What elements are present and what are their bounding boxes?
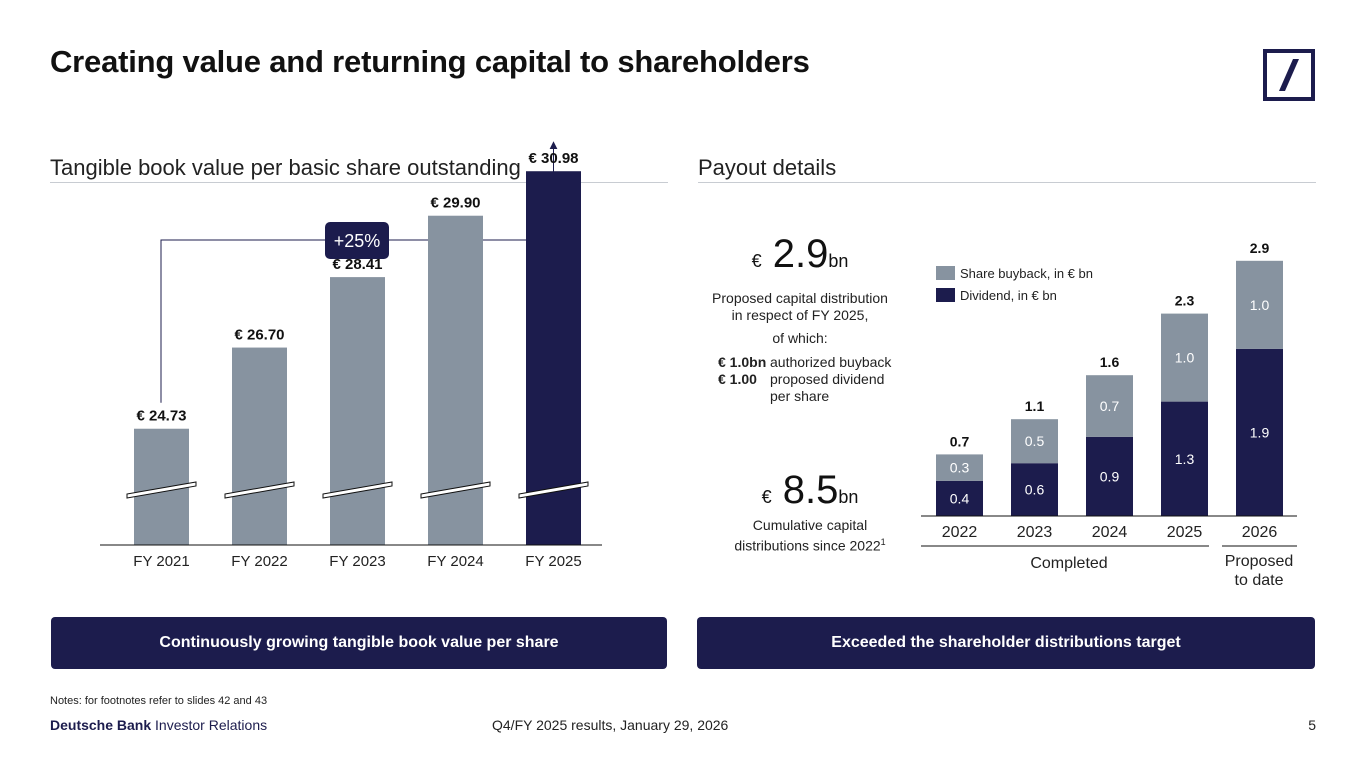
buyback-value-label: 1.0 — [1175, 350, 1195, 366]
tbv-category-label: FY 2022 — [231, 553, 287, 570]
growth-label: +25% — [334, 231, 381, 251]
buyback-segment-2022 — [936, 454, 983, 481]
dividend-amount: € 1.00 — [718, 371, 757, 387]
group-label-proposed: Proposed to date — [1225, 553, 1294, 589]
tbv-category-label: FY 2021 — [133, 553, 189, 570]
left-banner: Continuously growing tangible book value… — [51, 617, 667, 669]
axis-break-mark — [126, 481, 197, 499]
group-label-completed: Completed — [1030, 555, 1107, 572]
payout-stacked-chart: Share buyback, in € bn Dividend, in € bn… — [921, 240, 1297, 589]
buyback-value-label: 0.3 — [950, 460, 970, 476]
axis-break-mark — [322, 481, 393, 499]
dividend-segment-2025 — [1161, 401, 1208, 516]
kpi2-unit: bn — [838, 487, 859, 507]
buyback-row: € 1.0bn authorized buyback — [718, 354, 918, 371]
tbv-category-label: FY 2025 — [525, 553, 581, 570]
kpi1-unit: bn — [828, 251, 849, 271]
kpi2-footnote: 1 — [880, 537, 886, 547]
dividend-text2: per share — [770, 388, 830, 404]
right-section-divider — [698, 182, 1316, 183]
kpi1-breakdown: € 1.0bn authorized buyback € 1.00 propos… — [718, 354, 918, 405]
year-label-2025: 2025 — [1167, 524, 1203, 541]
left-section-title: Tangible book value per basic share outs… — [50, 155, 521, 180]
buyback-value-label: 1.0 — [1250, 297, 1270, 313]
page-title: Creating value and returning capital to … — [50, 44, 810, 79]
kpi1-value: 2.9 — [772, 232, 829, 276]
buyback-segment-2026 — [1236, 260, 1283, 349]
dividend-segment-2022 — [936, 480, 983, 516]
dividend-segment-2026 — [1236, 348, 1283, 516]
year-label-2026: 2026 — [1242, 524, 1278, 541]
kpi2-currency: € — [761, 487, 772, 507]
legend-label-buyback: Share buyback, in € bn — [960, 266, 1093, 281]
chart-legend: Share buyback, in € bn Dividend, in € bn — [936, 266, 1093, 303]
year-label-2023: 2023 — [1017, 524, 1053, 541]
dividend-value-label: 0.9 — [1100, 468, 1120, 484]
axis-break-mark — [224, 481, 295, 499]
kpi1-of-which: of which: — [772, 330, 828, 346]
tbv-value-label: € 30.98 — [528, 150, 578, 167]
axis-break-mark — [518, 481, 589, 499]
buyback-value-label: 0.5 — [1025, 433, 1045, 449]
kpi1-line1: Proposed capital distribution — [712, 290, 888, 306]
dividend-value-label: 0.4 — [950, 490, 970, 506]
dividend-value-label: 1.3 — [1175, 451, 1195, 467]
legend-swatch-buyback — [936, 266, 955, 280]
left-section-divider — [50, 182, 668, 183]
right-section-title: Payout details — [698, 155, 837, 180]
dividend-row-cont: per share — [718, 388, 918, 405]
dividend-text1: proposed dividend — [770, 371, 885, 387]
total-value-label: 1.1 — [1025, 398, 1045, 414]
total-value-label: 2.3 — [1175, 293, 1195, 309]
dividend-segment-2024 — [1086, 436, 1133, 516]
legend-label-dividend: Dividend, in € bn — [960, 288, 1057, 303]
dividend-segment-2023 — [1011, 463, 1058, 516]
kpi2-description: Cumulative capital distributions since 2… — [700, 517, 920, 555]
kpi-total-distribution: € 2.9bn — [700, 232, 900, 277]
growth-badge: +25% — [325, 222, 389, 259]
tbv-value-label: € 24.73 — [136, 408, 186, 425]
notes: Notes: for footnotes refer to slides 42 … — [50, 695, 268, 707]
right-banner: Exceeded the shareholder distributions t… — [697, 617, 1315, 669]
year-label-2022: 2022 — [942, 524, 978, 541]
buyback-segment-2025 — [1161, 313, 1208, 402]
tbv-category-label: FY 2024 — [427, 553, 483, 570]
tbv-bar-fy-2022 — [232, 347, 287, 545]
footer-brand-bold: Deutsche Bank — [50, 717, 152, 733]
total-value-label: 0.7 — [950, 433, 970, 449]
tbv-category-label: FY 2023 — [329, 553, 385, 570]
axis-break-mark — [420, 481, 491, 499]
page-number: 5 — [1308, 717, 1316, 733]
kpi2-line2: distributions since 2022 — [734, 537, 881, 554]
kpi2-line1: Cumulative capital — [752, 517, 868, 533]
kpi1-description: Proposed capital distribution in respect… — [700, 290, 900, 347]
dividend-row: € 1.00 proposed dividend — [718, 371, 918, 388]
tbv-bar-fy-2025 — [526, 171, 581, 545]
legend-swatch-dividend — [936, 288, 955, 302]
dividend-value-label: 0.6 — [1025, 482, 1045, 498]
footer-brand-light: Investor Relations — [155, 717, 268, 733]
buyback-text: authorized buyback — [770, 354, 892, 370]
kpi1-line2: in respect of FY 2025, — [731, 307, 869, 323]
buyback-segment-2024 — [1086, 375, 1133, 437]
kpi2-value: 8.5 — [782, 468, 839, 512]
footer-brand: Deutsche Bank Investor Relations — [50, 717, 267, 733]
buyback-amount: € 1.0bn — [718, 354, 767, 370]
buyback-value-label: 0.7 — [1100, 398, 1120, 414]
kpi-cumulative-distribution: € 8.5bn — [700, 468, 920, 513]
kpi1-currency: € — [751, 251, 762, 271]
tbv-value-label: € 29.90 — [430, 195, 480, 212]
tbv-value-label: € 26.70 — [234, 327, 284, 344]
tbv-value-label: € 28.41 — [332, 256, 382, 273]
total-value-label: 1.6 — [1100, 354, 1120, 370]
deutsche-bank-logo — [1263, 49, 1315, 101]
buyback-segment-2023 — [1011, 419, 1058, 464]
year-label-2024: 2024 — [1092, 524, 1128, 541]
dividend-value-label: 1.9 — [1250, 424, 1270, 440]
total-value-label: 2.9 — [1250, 240, 1270, 256]
footer-event: Q4/FY 2025 results, January 29, 2026 — [492, 717, 729, 733]
tbv-bar-fy-2023 — [330, 277, 385, 545]
tbv-bar-chart: € 24.73 FY 2021 € 26.70 FY 2022 € 28.41 FY 20… — [100, 141, 602, 570]
